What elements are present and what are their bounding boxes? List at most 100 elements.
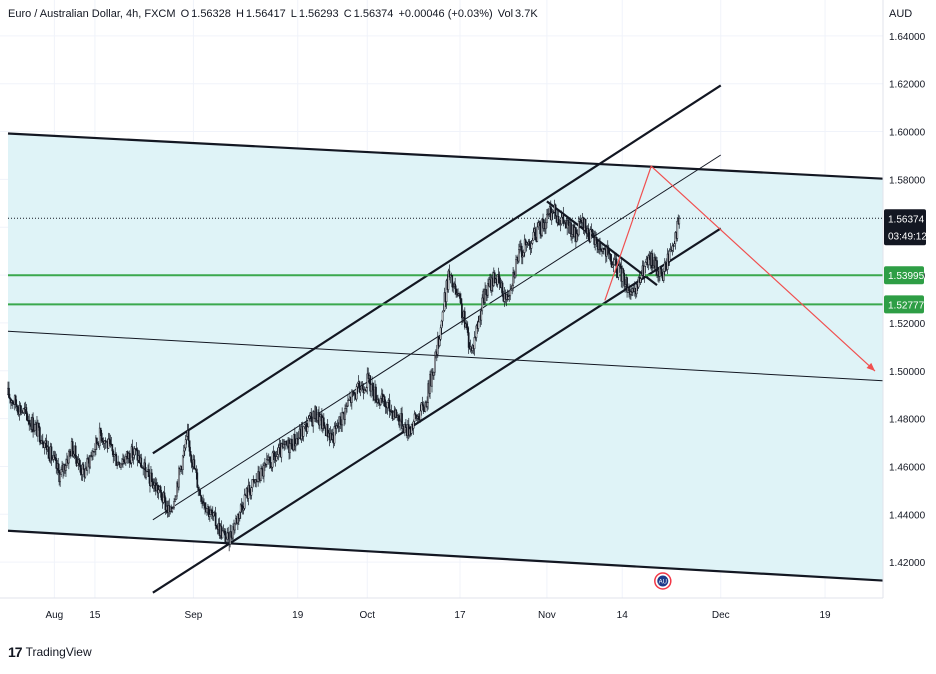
price-tick-label: 1.58000 <box>889 175 926 186</box>
rising-channel-top-line[interactable] <box>152 84 722 455</box>
change-value: +0.00046 (+0.03%) <box>398 8 493 20</box>
candle <box>560 216 563 225</box>
candle <box>610 261 613 268</box>
candle <box>668 250 671 262</box>
level-label-box <box>884 266 924 285</box>
candle <box>81 464 84 475</box>
candle <box>322 417 325 426</box>
candle <box>173 501 175 508</box>
outer-channel-bottom-line[interactable] <box>7 529 884 582</box>
candle <box>531 240 534 244</box>
candle <box>571 234 573 237</box>
candle <box>622 268 625 274</box>
candle <box>269 462 272 469</box>
candle <box>260 468 262 481</box>
candle <box>534 228 537 240</box>
candle <box>440 320 443 329</box>
time-axis[interactable]: Aug 15 Sep 19 Oct 17 Nov 14 Dec 19 <box>45 610 831 621</box>
projection-path[interactable] <box>604 165 876 372</box>
candle <box>465 323 468 329</box>
rising-channel-mid-line[interactable] <box>152 154 722 521</box>
currency-label[interactable]: AUD <box>889 8 913 20</box>
candle <box>528 241 531 246</box>
candle <box>515 259 517 276</box>
candle <box>302 426 305 437</box>
candle <box>8 387 10 398</box>
tradingview-logo-icon: 17 <box>8 644 23 660</box>
candle <box>234 523 236 531</box>
candle <box>455 288 457 295</box>
trend-lines[interactable] <box>7 84 884 594</box>
candle <box>310 412 313 419</box>
candle <box>599 241 601 250</box>
candle <box>399 420 401 426</box>
candle <box>421 402 424 405</box>
candle <box>594 237 597 245</box>
candle <box>185 436 188 440</box>
candle <box>575 233 578 242</box>
open-value: 1.56328 <box>191 8 231 20</box>
candle <box>163 492 166 498</box>
candle <box>656 260 658 275</box>
candle <box>630 291 632 295</box>
candle <box>363 389 366 394</box>
candle <box>285 441 287 445</box>
candle <box>524 239 527 245</box>
candle <box>426 402 429 407</box>
candle <box>194 468 197 471</box>
candle <box>414 413 417 416</box>
candle <box>619 264 622 267</box>
candle <box>9 397 11 400</box>
candle <box>196 472 199 488</box>
candle <box>212 512 215 517</box>
candle <box>303 424 306 427</box>
candle <box>190 455 193 464</box>
candle <box>378 399 380 404</box>
candle <box>635 284 638 295</box>
candle <box>559 223 562 225</box>
candle <box>25 407 28 414</box>
outer-channel-mid-line[interactable] <box>7 330 884 382</box>
bar-countdown-text: 03:49:12 <box>888 231 927 242</box>
candle <box>188 440 191 452</box>
candle <box>520 245 523 258</box>
candle <box>230 531 232 538</box>
candle <box>480 310 483 321</box>
candle <box>339 416 342 425</box>
candle <box>662 271 665 281</box>
candle <box>405 424 407 428</box>
candle <box>124 456 127 464</box>
time-tick-label: Oct <box>359 610 375 621</box>
price-tick-label: 1.50000 <box>889 367 926 378</box>
candle <box>193 459 196 469</box>
volume-value: 3.7K <box>515 8 538 20</box>
candle <box>15 404 18 407</box>
candle <box>93 451 95 453</box>
candle <box>628 287 630 292</box>
time-tick-label: 14 <box>617 610 629 621</box>
symbol-name[interactable]: Euro / Australian Dollar, 4h, FXCM <box>8 8 176 20</box>
candle <box>644 262 647 267</box>
candle <box>673 243 676 247</box>
candle <box>562 213 565 224</box>
candle <box>145 470 147 478</box>
candle <box>643 266 646 277</box>
candle <box>463 311 466 328</box>
candle <box>225 538 228 543</box>
candle <box>595 237 598 241</box>
candle <box>401 413 403 429</box>
candle <box>280 443 283 458</box>
candle <box>546 214 548 224</box>
candle <box>379 398 382 405</box>
descending-channel-fill <box>8 133 883 581</box>
candle <box>438 339 441 346</box>
candle <box>151 472 153 482</box>
candle <box>148 469 150 477</box>
outer-channel-top-line[interactable] <box>7 132 884 180</box>
candle <box>383 396 386 407</box>
event-markers[interactable]: AU <box>654 572 672 590</box>
rising-channel-bottom-line[interactable] <box>152 227 722 594</box>
candle <box>221 530 224 539</box>
branding[interactable]: 17 TradingView <box>8 644 92 660</box>
